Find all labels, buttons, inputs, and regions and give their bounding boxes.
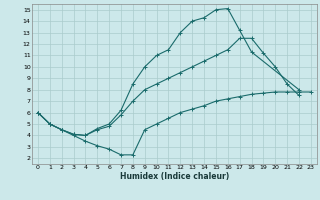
X-axis label: Humidex (Indice chaleur): Humidex (Indice chaleur) <box>120 172 229 181</box>
